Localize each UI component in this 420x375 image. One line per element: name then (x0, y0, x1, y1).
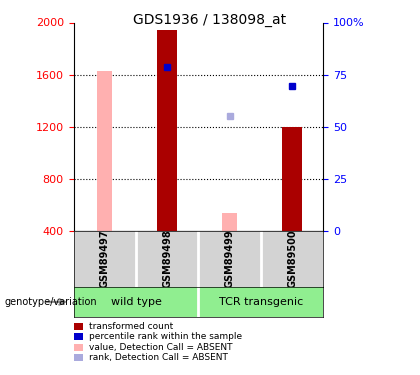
Text: rank, Detection Call = ABSENT: rank, Detection Call = ABSENT (89, 353, 228, 362)
Text: GSM89500: GSM89500 (287, 230, 297, 288)
Bar (282, 127, 302, 231)
Text: GDS1936 / 138098_at: GDS1936 / 138098_at (134, 13, 286, 27)
Text: percentile rank within the sample: percentile rank within the sample (89, 332, 242, 341)
Bar (157, 30, 177, 231)
Text: TCR transgenic: TCR transgenic (219, 297, 303, 307)
Text: transformed count: transformed count (89, 322, 173, 331)
Text: wild type: wild type (110, 297, 161, 307)
Text: genotype/variation: genotype/variation (4, 297, 97, 307)
Text: value, Detection Call = ABSENT: value, Detection Call = ABSENT (89, 343, 233, 352)
Bar (97, 71, 112, 231)
Text: GSM89498: GSM89498 (162, 230, 172, 288)
Text: GSM89499: GSM89499 (225, 230, 235, 288)
Bar (222, 213, 237, 231)
Text: GSM89497: GSM89497 (100, 230, 110, 288)
